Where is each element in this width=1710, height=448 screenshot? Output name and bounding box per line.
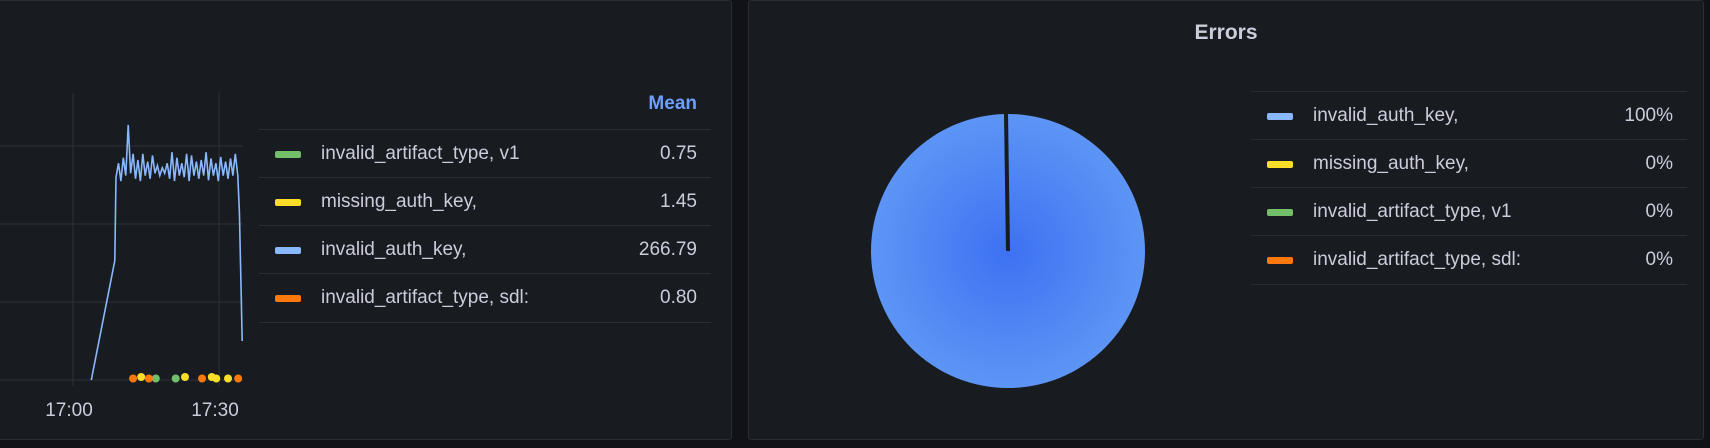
pie-chart[interactable]	[749, 1, 1705, 441]
series-point[interactable]	[212, 374, 221, 383]
series-point[interactable]	[144, 374, 153, 383]
errors-pie-panel: Errors invalid_auth_key, 100% missing_auth…	[748, 0, 1704, 440]
series-line-invalid-auth-key[interactable]	[90, 124, 243, 381]
series-color-swatch-icon	[275, 150, 301, 158]
legend-item[interactable]: invalid_artifact_type, v1 0%	[1251, 187, 1687, 236]
legend-item-value: 0.75	[660, 143, 697, 164]
series-color-swatch-icon	[1267, 256, 1293, 264]
panel-title: Errors	[1194, 21, 1258, 44]
series-point[interactable]	[234, 374, 243, 383]
legend-item-name: invalid_artifact_type, sdl:	[1313, 249, 1522, 270]
series-point[interactable]	[171, 374, 180, 383]
series-color-swatch-icon	[1267, 160, 1293, 168]
series-point[interactable]	[181, 373, 190, 381]
series-point[interactable]	[224, 374, 233, 383]
series-layer	[90, 124, 243, 383]
legend-item-name: invalid_artifact_type, v1	[321, 143, 520, 164]
legend-item-value: 0.80	[660, 287, 697, 308]
legend-item-value: 266.79	[638, 239, 697, 260]
series-color-swatch-icon	[275, 294, 301, 302]
series-point[interactable]	[151, 374, 160, 383]
legend-item-name: invalid_auth_key,	[321, 239, 467, 260]
series-point[interactable]	[137, 373, 146, 381]
legend-item[interactable]: invalid_auth_key, 266.79	[259, 225, 711, 274]
legend-item-value: 1.45	[660, 191, 697, 212]
x-tick-label: 17:30	[191, 400, 239, 421]
legend-item[interactable]: invalid_auth_key, 100%	[1251, 91, 1687, 140]
series-color-swatch-icon	[1267, 112, 1293, 120]
legend-item-name: invalid_auth_key,	[1313, 105, 1459, 126]
legend-item-name: missing_auth_key,	[1313, 153, 1469, 174]
series-point[interactable]	[129, 374, 138, 383]
legend-item[interactable]: missing_auth_key, 1.45	[259, 177, 711, 226]
legend-item-value: 0%	[1645, 201, 1673, 222]
legend-item[interactable]: invalid_artifact_type, v1 0.75	[259, 129, 711, 178]
legend-item[interactable]: missing_auth_key, 0%	[1251, 139, 1687, 188]
legend-item-value: 0%	[1645, 153, 1673, 174]
legend-item-value: 0%	[1645, 249, 1673, 270]
legend-item[interactable]: invalid_artifact_type, sdl: 0%	[1251, 235, 1687, 285]
series-point[interactable]	[198, 374, 207, 383]
grid	[0, 93, 243, 386]
series-color-swatch-icon	[275, 246, 301, 254]
legend-item-name: invalid_artifact_type, sdl:	[321, 287, 530, 308]
legend-item-name: missing_auth_key,	[321, 191, 477, 212]
timeseries-panel: 17:00 17:30 Mean invalid_artifact_type, …	[0, 0, 732, 440]
legend-item[interactable]: invalid_artifact_type, sdl: 0.80	[259, 273, 711, 323]
legend-item-value: 100%	[1624, 105, 1673, 126]
timeseries-chart[interactable]: 17:00 17:30	[0, 1, 733, 441]
series-color-swatch-icon	[275, 198, 301, 206]
legend-mean-header[interactable]: Mean	[648, 93, 697, 114]
legend-item-name: invalid_artifact_type, v1	[1313, 201, 1512, 222]
x-tick-label: 17:00	[45, 400, 93, 421]
series-color-swatch-icon	[1267, 208, 1293, 216]
pie-slice-separator	[1004, 112, 1010, 252]
